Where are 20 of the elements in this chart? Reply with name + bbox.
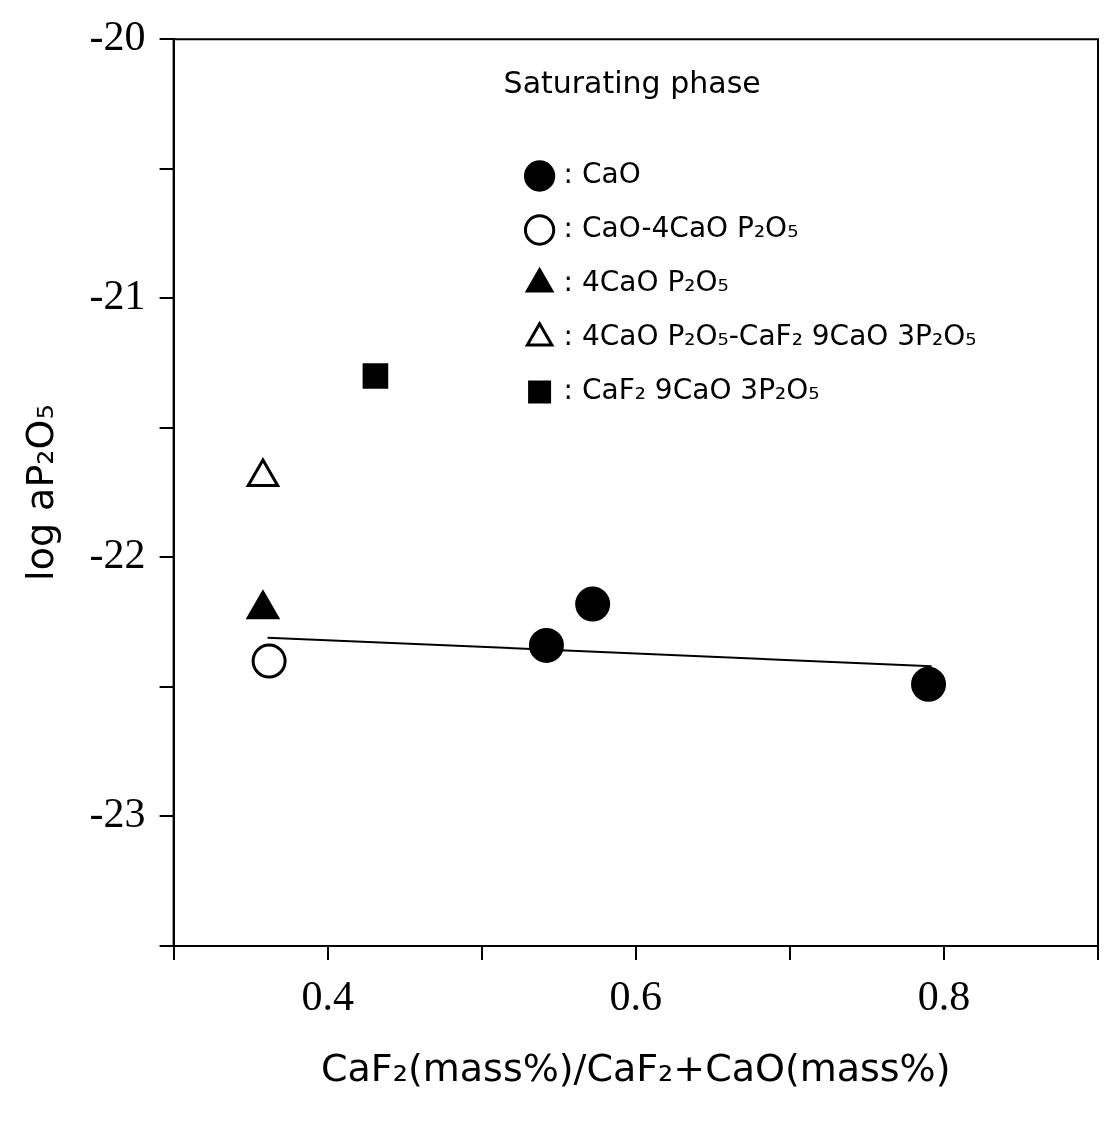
- y-tick-label: -20: [89, 13, 146, 60]
- point: [362, 363, 389, 389]
- legend-label: : CaF₂ 9CaO 3P₂O₅: [563, 373, 820, 407]
- x-axis-title: CaF₂(mass%)/CaF₂+CaO(mass%): [321, 1046, 951, 1091]
- legend-label: : 4CaO P₂O₅: [563, 265, 729, 299]
- point: [575, 586, 611, 622]
- legend-label: : CaO-4CaO P₂O₅: [563, 211, 799, 245]
- y-tick-label: -21: [89, 272, 146, 319]
- point: [251, 643, 287, 679]
- x-tick-label: 0.6: [609, 973, 663, 1020]
- legend-label: : CaO: [563, 157, 641, 191]
- x-tick-label: 0.8: [917, 973, 971, 1020]
- point: [528, 627, 564, 663]
- legend-label: : 4CaO P₂O₅-CaF₂ 9CaO 3P₂O₅: [563, 319, 977, 353]
- x-tick-label: 0.4: [301, 973, 354, 1020]
- y-tick-label: -23: [89, 790, 146, 837]
- point: [911, 666, 947, 702]
- legend-title: Saturating phase: [503, 64, 761, 100]
- y-axis-title: log aP₂O₅: [17, 404, 62, 581]
- y-tick-label: -22: [89, 531, 146, 578]
